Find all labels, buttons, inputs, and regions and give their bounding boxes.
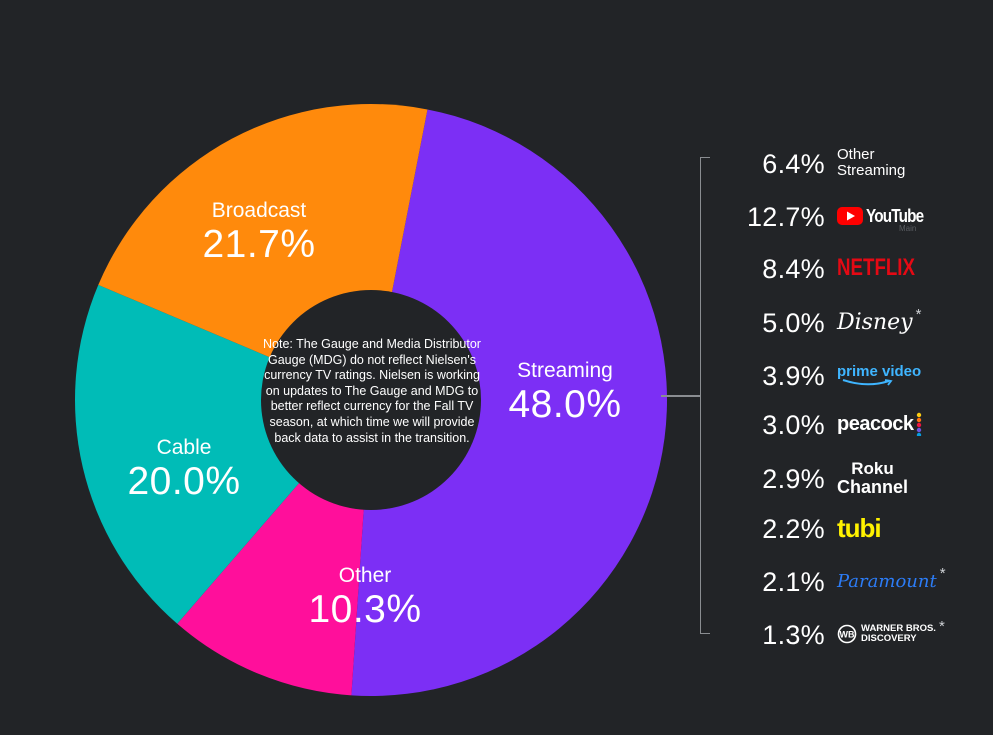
breakdown-row: 1.3% WB WARNER BROS. DISCOVERY * bbox=[715, 614, 975, 654]
breakdown-value: 2.1% bbox=[762, 567, 825, 597]
roku-line2: Channel bbox=[837, 477, 909, 497]
other-streaming-line2: Streaming bbox=[837, 162, 906, 179]
wbd-line2: DISCOVERY bbox=[861, 633, 917, 644]
breakdown-row: 12.7% YouTube Main bbox=[715, 196, 975, 236]
breakdown-row: 3.0% peacock bbox=[715, 404, 975, 444]
netflix-wordmark: NETFLIX bbox=[837, 254, 915, 281]
breakdown-bracket bbox=[700, 157, 710, 634]
breakdown-value: 5.0% bbox=[762, 308, 825, 338]
slice-value-streaming: 48.0% bbox=[508, 383, 622, 426]
breakdown-value: 1.3% bbox=[762, 620, 825, 650]
disney-asterisk: * bbox=[915, 306, 922, 323]
breakdown-value: 8.4% bbox=[762, 254, 825, 284]
tubi-wordmark: tubi bbox=[837, 512, 882, 543]
bracket-connector bbox=[661, 395, 701, 397]
youtube-logo: YouTube Main bbox=[837, 196, 933, 236]
breakdown-value: 6.4% bbox=[762, 149, 825, 179]
breakdown-row: 2.2% tubi bbox=[715, 508, 975, 548]
wbd-text: WARNER BROS. DISCOVERY bbox=[861, 624, 936, 644]
slice-name-streaming: Streaming bbox=[517, 359, 613, 382]
slice-streaming bbox=[351, 109, 667, 697]
peacock-wordmark: peacock bbox=[837, 412, 914, 435]
slice-value-cable: 20.0% bbox=[127, 460, 241, 503]
slice-label-broadcast: Broadcast 21.7% bbox=[202, 200, 315, 264]
breakdown-value: 2.9% bbox=[762, 464, 825, 494]
prime-smile-icon bbox=[842, 378, 893, 386]
slice-value-broadcast: 21.7% bbox=[202, 223, 316, 266]
wbd-line1: WARNER BROS. bbox=[861, 623, 936, 634]
warner-bros-discovery-logo: WB WARNER BROS. DISCOVERY * bbox=[837, 614, 945, 654]
other-streaming-line1: Other bbox=[837, 146, 875, 163]
disney-wordmark: Disney bbox=[837, 309, 913, 335]
breakdown-value: 3.9% bbox=[762, 361, 825, 391]
wb-shield-icon: WB bbox=[837, 624, 857, 644]
paramount-wordmark: Paramount bbox=[837, 570, 937, 592]
slice-label-other: Other 10.3% bbox=[308, 565, 421, 629]
center-note: Note: The Gauge and Media Distributor Ga… bbox=[263, 337, 481, 445]
other-streaming-label: Other Streaming bbox=[837, 143, 905, 183]
paramount-logo: Paramount * bbox=[837, 561, 946, 601]
roku-channel-logo: Roku Channel bbox=[837, 458, 908, 498]
wbd-asterisk: * bbox=[938, 618, 945, 635]
prime-video-logo: prime video bbox=[837, 355, 921, 395]
slice-name-other: Other bbox=[338, 564, 392, 587]
breakdown-value: 12.7% bbox=[746, 202, 825, 232]
breakdown-row: 2.9% Roku Channel bbox=[715, 458, 975, 498]
youtube-sub: Main bbox=[899, 224, 917, 233]
youtube-play-icon bbox=[837, 207, 863, 225]
slice-label-cable: Cable 20.0% bbox=[127, 437, 240, 501]
breakdown-row: 8.4% NETFLIX bbox=[715, 248, 975, 288]
prime-video-wordmark: prime video bbox=[837, 362, 922, 380]
netflix-logo: NETFLIX bbox=[837, 248, 937, 288]
breakdown-row: 2.1% Paramount * bbox=[715, 561, 975, 601]
slice-name-cable: Cable bbox=[156, 436, 212, 459]
slice-value-other: 10.3% bbox=[308, 588, 422, 631]
peacock-logo: peacock bbox=[837, 404, 922, 444]
slice-name-broadcast: Broadcast bbox=[211, 199, 307, 222]
paramount-asterisk: * bbox=[939, 565, 946, 582]
roku-line1: Roku bbox=[851, 459, 894, 478]
disney-logo: Disney * bbox=[837, 302, 921, 342]
slice-label-streaming: Streaming 48.0% bbox=[508, 360, 621, 424]
peacock-dots-icon bbox=[916, 412, 921, 436]
breakdown-row: 5.0% Disney * bbox=[715, 302, 975, 342]
breakdown-value: 3.0% bbox=[762, 410, 825, 440]
breakdown-row: 6.4% Other Streaming bbox=[715, 143, 975, 183]
breakdown-value: 2.2% bbox=[762, 514, 825, 544]
donut-hole bbox=[261, 290, 481, 510]
tubi-logo: tubi bbox=[837, 508, 882, 548]
youtube-wordmark: YouTube bbox=[866, 205, 924, 226]
svg-text:WB: WB bbox=[840, 630, 855, 640]
breakdown-row: 3.9% prime video bbox=[715, 355, 975, 395]
